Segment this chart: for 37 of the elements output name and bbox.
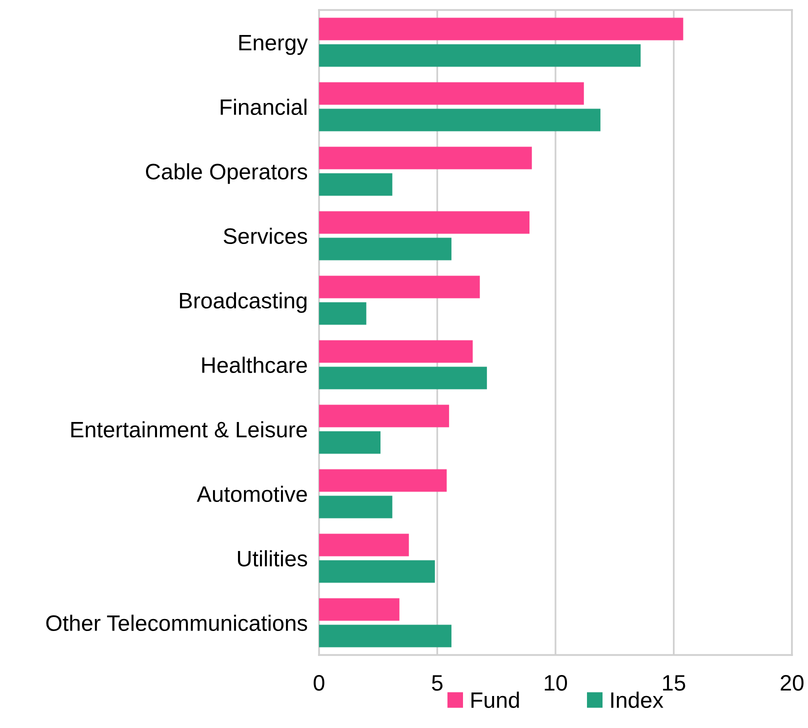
bar bbox=[319, 108, 600, 132]
bar bbox=[319, 211, 530, 234]
y-tick-label: Broadcasting bbox=[180, 292, 306, 313]
bar bbox=[319, 624, 452, 648]
bar bbox=[319, 276, 480, 298]
legend-label: Fund bbox=[471, 692, 519, 708]
bar bbox=[319, 146, 532, 170]
bar bbox=[319, 82, 584, 105]
y-tick-label: Financial bbox=[220, 98, 306, 116]
y-tick-label: Energy bbox=[239, 35, 308, 55]
bar bbox=[319, 238, 452, 260]
x-tick-label: 10 bbox=[544, 675, 567, 691]
x-tick-label: 20 bbox=[780, 675, 804, 691]
y-tick-label: Entertainment & Leisure bbox=[71, 421, 307, 438]
bar bbox=[319, 366, 487, 390]
bar bbox=[319, 560, 435, 583]
x-tick-label: 5 bbox=[432, 675, 442, 691]
y-tick-label: Automotive bbox=[196, 486, 307, 502]
bar bbox=[319, 469, 447, 492]
bar bbox=[319, 534, 409, 556]
bar bbox=[319, 340, 473, 363]
bar bbox=[319, 496, 392, 518]
x-tick-label: 0 bbox=[314, 675, 324, 691]
y-tick-label: Other Telecommunications bbox=[46, 614, 308, 632]
y-tick-label: Utilities bbox=[238, 550, 308, 567]
bar bbox=[319, 598, 400, 621]
bar bbox=[319, 173, 392, 196]
bar bbox=[319, 404, 450, 428]
y-tick-label: Healthcare bbox=[202, 356, 307, 374]
legend-label: Index bbox=[611, 692, 664, 708]
y-tick-label: Cable Operators bbox=[146, 163, 308, 184]
bar bbox=[319, 302, 366, 325]
bar bbox=[319, 431, 380, 454]
bar bbox=[319, 44, 641, 67]
bar bbox=[319, 18, 684, 40]
y-tick-label: Services bbox=[224, 228, 308, 244]
x-tick-label: 15 bbox=[663, 675, 686, 691]
